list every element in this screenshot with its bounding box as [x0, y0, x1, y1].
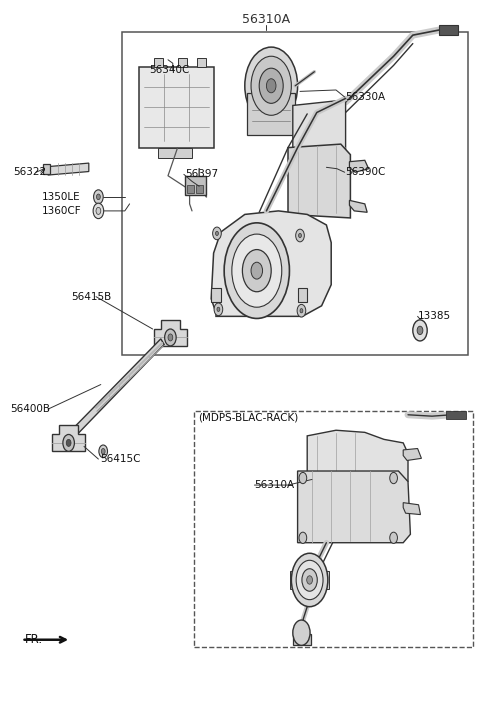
Circle shape: [299, 472, 307, 484]
Text: 13385: 13385: [418, 311, 451, 321]
Text: 56415C: 56415C: [100, 454, 140, 464]
Circle shape: [96, 194, 100, 200]
Circle shape: [216, 231, 218, 236]
Circle shape: [293, 620, 310, 645]
Circle shape: [296, 229, 304, 242]
Circle shape: [99, 445, 108, 458]
Polygon shape: [290, 571, 297, 589]
Polygon shape: [293, 634, 311, 645]
Polygon shape: [403, 449, 421, 460]
Text: 56310A: 56310A: [242, 13, 290, 26]
Polygon shape: [349, 200, 367, 212]
Text: 56390C: 56390C: [346, 167, 386, 177]
Circle shape: [242, 250, 271, 292]
Circle shape: [251, 262, 263, 279]
Polygon shape: [48, 163, 89, 175]
Text: 56415B: 56415B: [71, 292, 111, 302]
Polygon shape: [139, 67, 214, 148]
Circle shape: [232, 234, 282, 307]
Circle shape: [297, 304, 306, 317]
Bar: [439, 25, 458, 35]
Text: 56340C: 56340C: [149, 65, 189, 75]
Bar: [187, 185, 194, 193]
Circle shape: [259, 68, 283, 103]
Bar: [154, 58, 163, 67]
Circle shape: [96, 207, 101, 214]
Circle shape: [390, 532, 397, 543]
Circle shape: [291, 553, 328, 607]
Circle shape: [390, 472, 397, 484]
Bar: [196, 185, 203, 193]
Circle shape: [299, 233, 301, 238]
Circle shape: [251, 56, 291, 115]
Text: 56322: 56322: [13, 167, 47, 177]
Circle shape: [413, 320, 427, 341]
Circle shape: [63, 434, 74, 451]
Circle shape: [300, 309, 303, 313]
Polygon shape: [298, 471, 410, 543]
Polygon shape: [403, 503, 420, 515]
Polygon shape: [67, 339, 164, 441]
Circle shape: [217, 307, 220, 311]
Text: 56310A: 56310A: [254, 480, 295, 490]
Circle shape: [299, 532, 307, 543]
Bar: [446, 411, 466, 419]
Bar: [158, 148, 192, 158]
Text: 1350LE: 1350LE: [42, 192, 81, 202]
Circle shape: [296, 560, 323, 600]
Circle shape: [93, 203, 104, 219]
Bar: [178, 58, 187, 67]
Polygon shape: [307, 430, 408, 482]
Circle shape: [213, 227, 221, 240]
Text: 1360CF: 1360CF: [42, 206, 82, 216]
Text: (MDPS-BLAC-RACK): (MDPS-BLAC-RACK): [198, 413, 298, 423]
Circle shape: [266, 79, 276, 93]
Circle shape: [66, 439, 71, 446]
Circle shape: [224, 223, 289, 318]
Polygon shape: [349, 160, 369, 172]
Bar: [194, 411, 473, 647]
Text: 56397: 56397: [185, 169, 218, 179]
Polygon shape: [247, 93, 295, 135]
Polygon shape: [323, 571, 329, 589]
Circle shape: [307, 576, 312, 584]
Circle shape: [165, 329, 176, 346]
Bar: [185, 176, 206, 195]
Bar: [122, 32, 468, 355]
Circle shape: [168, 334, 173, 341]
Polygon shape: [293, 100, 346, 197]
Circle shape: [214, 303, 223, 316]
Circle shape: [245, 47, 298, 124]
Polygon shape: [154, 320, 187, 346]
Text: 56400B: 56400B: [11, 404, 50, 414]
Polygon shape: [211, 288, 221, 302]
Polygon shape: [52, 425, 85, 451]
Circle shape: [302, 569, 317, 591]
Text: FR.: FR.: [25, 633, 43, 646]
Polygon shape: [288, 144, 350, 218]
Circle shape: [101, 449, 105, 454]
Polygon shape: [211, 211, 331, 316]
Circle shape: [417, 326, 423, 335]
Bar: [43, 164, 50, 174]
Bar: [197, 58, 206, 67]
Text: 56330A: 56330A: [346, 92, 386, 102]
Circle shape: [94, 190, 103, 204]
Polygon shape: [298, 288, 307, 302]
